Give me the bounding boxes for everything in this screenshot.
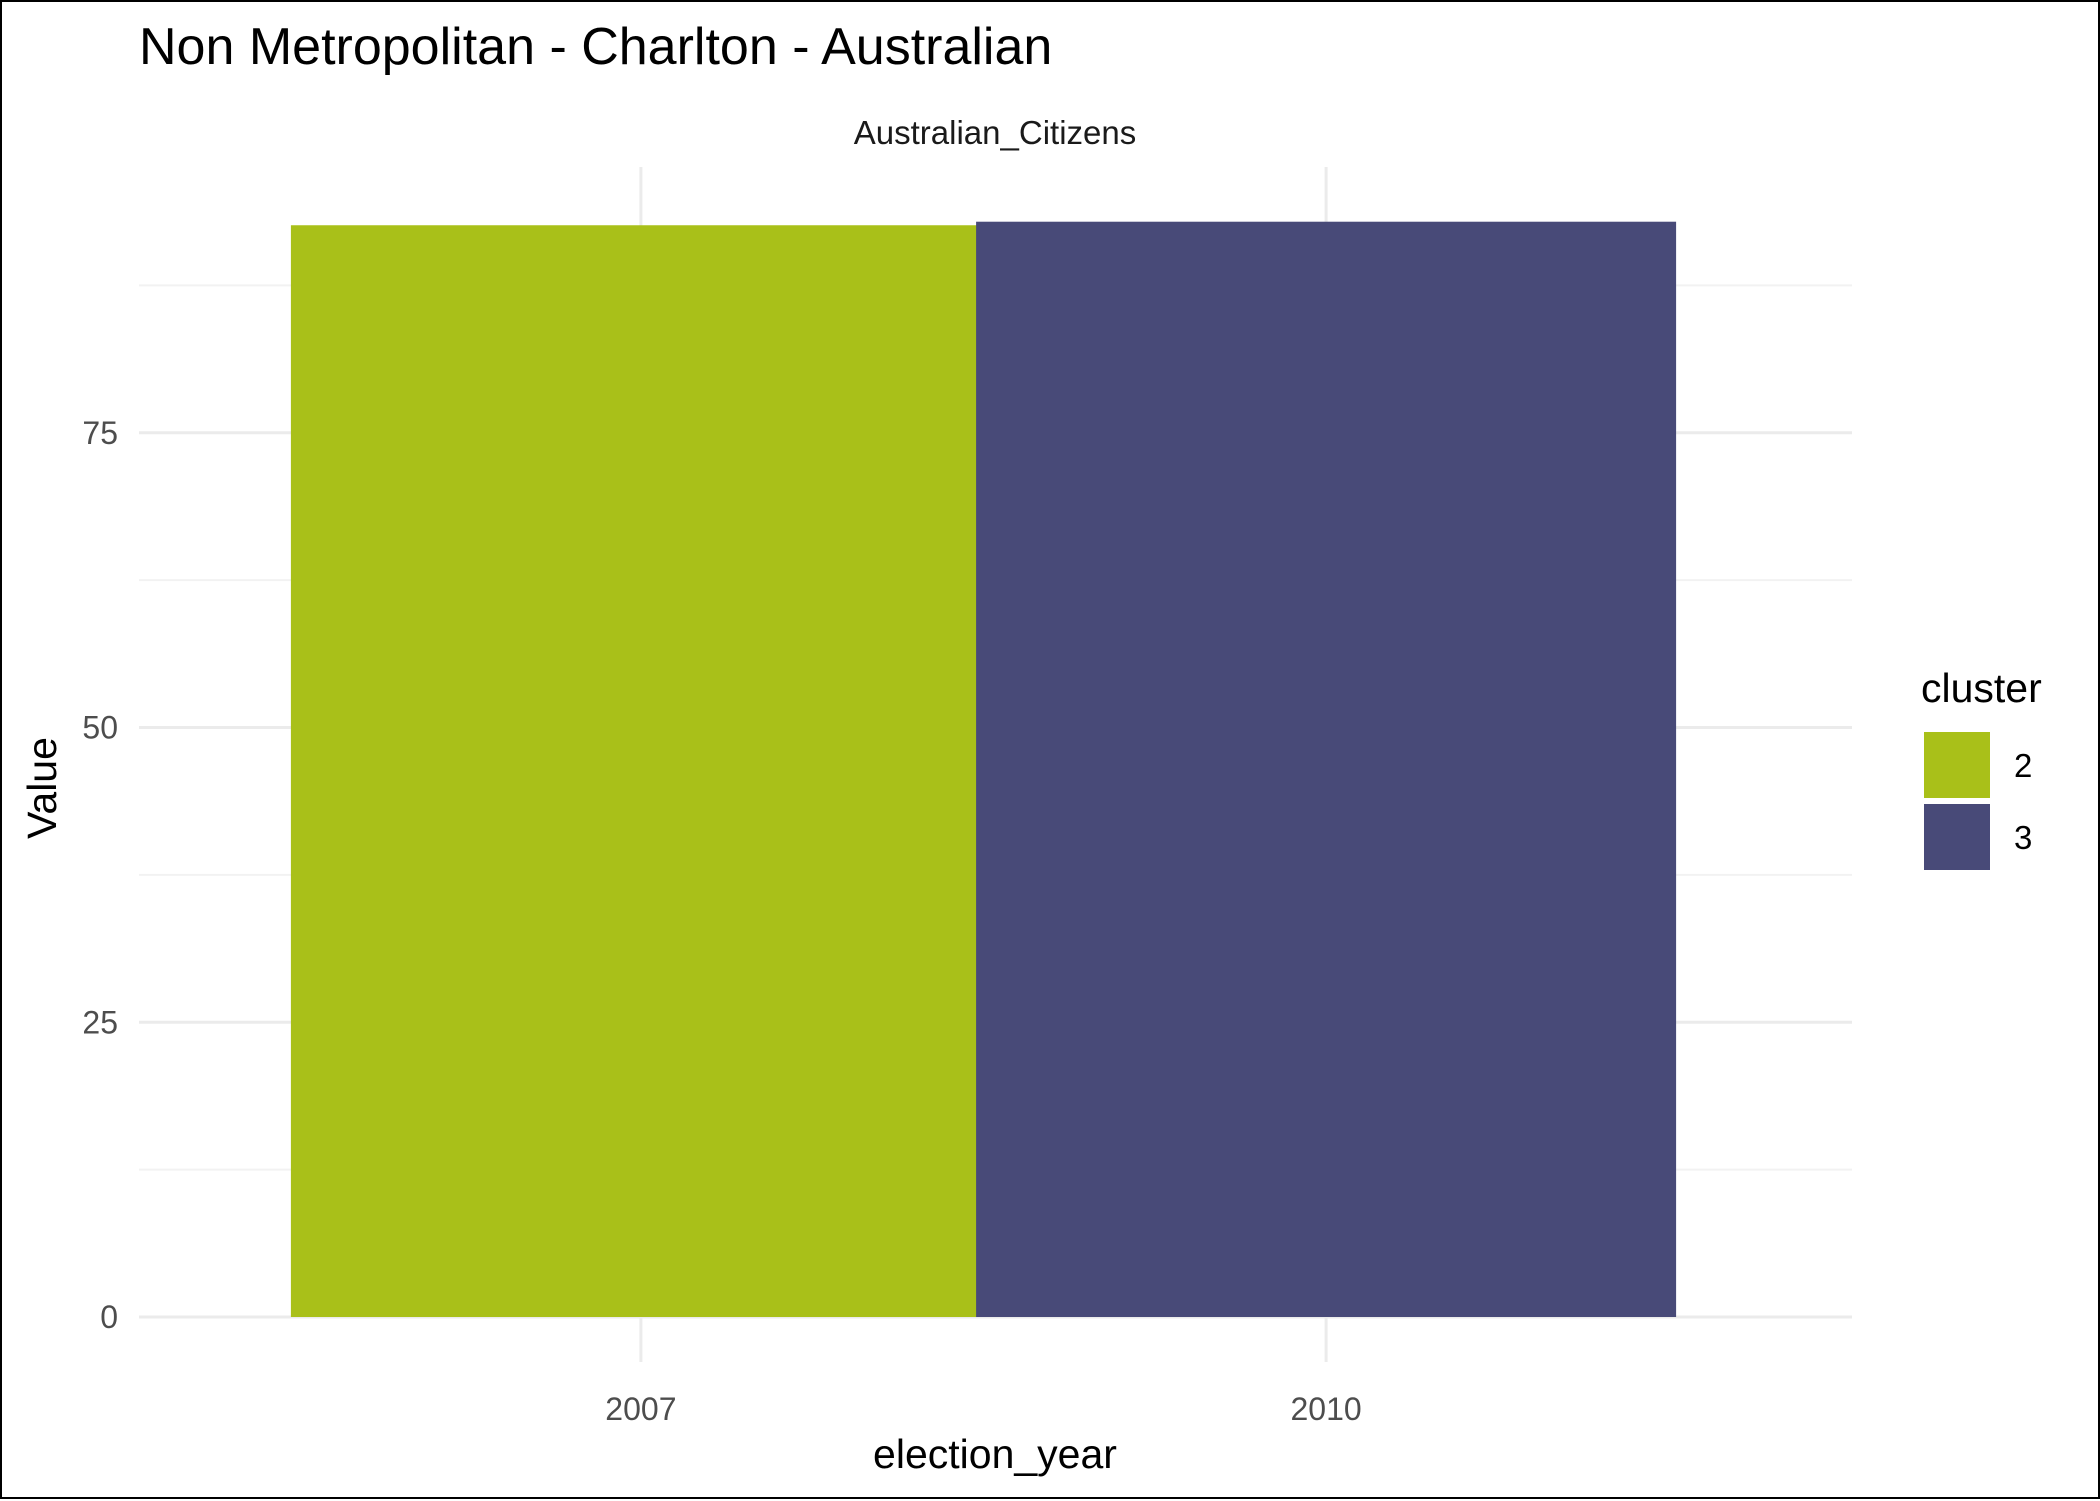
legend-key-2 [1924,732,1990,798]
legend: 23 [1924,732,2032,870]
facet-label: Australian_Citizens [854,114,1136,151]
bar-2007 [290,225,991,1318]
legend-title: cluster [1921,665,2042,711]
x-tick-labels: 2007 2010 [605,1391,1361,1427]
chart-title: Non Metropolitan - Charlton - Australian [139,18,1052,76]
bars [290,221,1677,1318]
legend-label: 3 [2014,819,2032,856]
legend-key-3 [1924,804,1990,870]
bar-2010 [976,221,1677,1318]
y-tick-labels: 0 25 50 75 [82,415,118,1335]
legend-label: 2 [2014,747,2032,784]
y-tick-label: 50 [82,710,118,746]
x-tick-label: 2010 [1291,1391,1362,1427]
y-tick-label: 75 [82,415,118,451]
x-tick-label: 2007 [605,1391,676,1427]
y-axis-title: Value [19,737,65,839]
x-axis-title: election_year [873,1431,1117,1477]
y-tick-label: 0 [100,1299,118,1335]
y-tick-label: 25 [82,1004,118,1040]
